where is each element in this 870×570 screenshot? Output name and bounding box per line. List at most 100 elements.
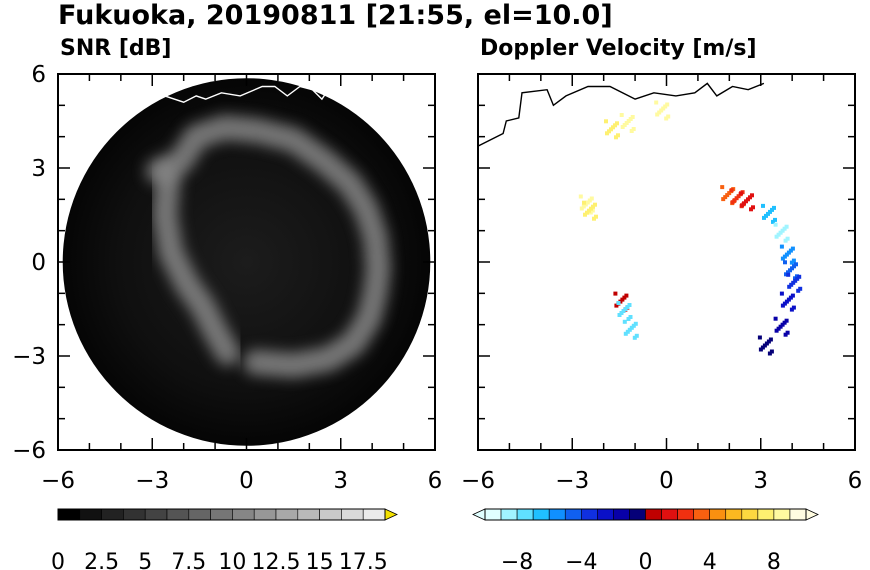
velocity-cell <box>616 301 621 305</box>
doppler-colorbar-segment <box>645 508 662 521</box>
doppler-colorbar-segment <box>661 508 678 521</box>
doppler-plot-area <box>477 82 803 356</box>
velocity-cell <box>783 260 787 265</box>
velocity-cell <box>613 291 618 296</box>
velocity-cell <box>582 200 586 205</box>
velocity-cell <box>749 207 753 212</box>
doppler-colorbar-segment <box>629 508 646 521</box>
snr-echo-layer <box>145 114 392 379</box>
snr-colorbar-segment <box>297 508 320 521</box>
doppler-colorbar-segment <box>484 508 502 521</box>
velocity-cell <box>779 244 784 249</box>
snr-colorbar-segment <box>188 508 211 521</box>
velocity-cell <box>604 119 608 124</box>
velocity-cell <box>761 203 765 208</box>
velocity-cell <box>773 316 778 321</box>
doppler-colorbar-extend-arrow-high <box>805 508 819 521</box>
velocity-cell <box>767 351 772 356</box>
velocity-cell <box>783 332 788 337</box>
doppler-colorbar-segment <box>532 508 550 521</box>
velocity-cell <box>789 307 794 312</box>
snr-colorbar-segment <box>210 508 233 521</box>
doppler-colorbar-segment <box>693 508 711 521</box>
velocity-cell <box>729 188 734 193</box>
snr-x-tick-label: 0 <box>239 468 254 494</box>
snr-colorbar-segment <box>79 508 102 521</box>
snr-axis-ticks: −6 −3 0 3 6 6 3 0 −3 −6 <box>12 62 442 494</box>
doppler-colorbar-segment <box>613 508 630 521</box>
snr-y-tick-label: 3 <box>31 156 46 182</box>
velocity-cell <box>617 313 622 317</box>
doppler-colorbar-segment <box>773 508 791 521</box>
doppler-axis-ticks: −6 −3 0 3 6 <box>461 73 862 494</box>
velocity-cell <box>793 276 797 281</box>
doppler-colorbar-tick-label: 4 <box>703 550 717 570</box>
doppler-x-tick-label: 0 <box>659 468 674 494</box>
velocity-cell <box>789 260 794 265</box>
velocity-cell <box>771 219 775 224</box>
velocity-cell <box>578 194 583 199</box>
velocity-cell <box>730 200 735 205</box>
velocity-cell <box>773 222 778 227</box>
doppler-colorbar-tick-label: −8 <box>501 550 533 570</box>
doppler-colorbar-segment <box>757 508 775 521</box>
snr-x-tick-label: −3 <box>135 468 169 494</box>
velocity-cell <box>629 129 634 133</box>
velocity-cell <box>623 331 628 336</box>
snr-coastline <box>164 85 329 103</box>
snr-colorbar-segment <box>319 508 342 521</box>
doppler-colorbar-frame <box>484 508 807 521</box>
snr-colorbar-extend-arrow <box>384 508 398 521</box>
snr-y-tick-label: 6 <box>31 62 46 88</box>
snr-colorbar-tick-label: 7.5 <box>171 550 206 570</box>
snr-colorbar-segment <box>362 508 386 521</box>
velocity-cell <box>655 112 660 117</box>
velocity-cell <box>796 288 801 293</box>
doppler-colorbar-segment <box>564 508 582 521</box>
velocity-cell <box>758 347 763 352</box>
velocity-cell <box>774 234 779 239</box>
snr-colorbar-segment <box>123 508 146 521</box>
velocity-cell <box>774 328 779 333</box>
snr-x-tick-label: 3 <box>333 468 348 494</box>
doppler-colorbar-segment <box>677 508 694 521</box>
velocity-cell <box>780 303 785 308</box>
velocity-cell <box>757 335 762 340</box>
doppler-colorbar-segment <box>789 508 807 521</box>
snr-colorbar-segment <box>275 508 299 521</box>
snr-echo-core <box>155 124 382 369</box>
snr-x-tick-label: 6 <box>428 468 443 494</box>
snr-colorbar-tick-label: 5 <box>138 550 152 570</box>
doppler-colorbar-segment <box>725 508 743 521</box>
doppler-colorbar-segment <box>548 508 566 521</box>
velocity-cell <box>783 238 788 243</box>
velocity-cell <box>720 185 725 190</box>
velocity-cell <box>620 125 625 129</box>
doppler-x-tick-label: −3 <box>555 468 589 494</box>
velocity-cell <box>784 272 788 277</box>
doppler-x-tick-label: 3 <box>753 468 768 494</box>
snr-y-tick-label: −6 <box>12 438 46 464</box>
velocity-cell <box>622 319 627 324</box>
snr-x-tick-label: −6 <box>41 468 75 494</box>
velocity-cell <box>739 191 743 196</box>
velocity-cell <box>786 272 791 277</box>
snr-colorbar-segment <box>57 508 81 521</box>
snr-colorbar-segment <box>232 508 255 521</box>
velocity-cell <box>740 203 744 208</box>
doppler-x-tick-label: −6 <box>461 468 495 494</box>
snr-colorbar-segment <box>253 508 277 521</box>
velocity-cell <box>780 256 785 261</box>
velocity-cell <box>787 284 792 289</box>
snr-panel: SNR [dB] −6 −3 0 3 6 6 3 0 −3 −6 0 2.5 5 7.5 10 12.5 15… <box>12 36 442 570</box>
velocity-cell <box>721 197 726 202</box>
doppler-coastline <box>477 82 765 147</box>
doppler-colorbar-segment <box>580 508 598 521</box>
snr-colorbar-frame <box>57 508 386 521</box>
doppler-plot-frame <box>477 73 856 451</box>
velocity-cell <box>605 131 609 136</box>
snr-colorbar-tick-label: 15 <box>306 550 334 570</box>
snr-colorbar-segment <box>144 508 168 521</box>
velocity-cell <box>614 135 618 140</box>
snr-colorbar: 0 2.5 5 7.5 10 12.5 15 17.5 <box>51 508 398 570</box>
